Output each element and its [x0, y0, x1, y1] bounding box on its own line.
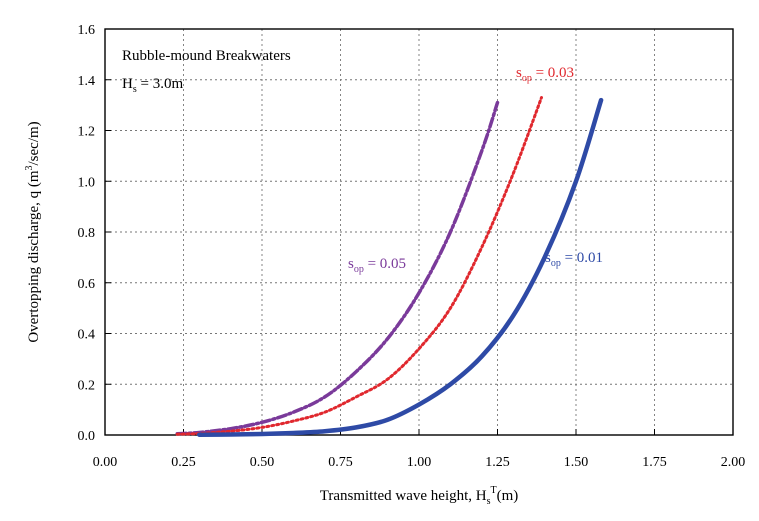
hs-annotation: Hs = 3.0m — [122, 76, 183, 95]
y-axis-label: Overtopping discharge, q (m3/sec/m) — [24, 121, 42, 342]
series-label-2-rest: = 0.01 — [561, 250, 603, 266]
x-tick-label: 0.75 — [328, 455, 353, 470]
x-tick-label: 1.25 — [485, 455, 510, 470]
y-tick-label: 0.0 — [78, 429, 96, 444]
y-tick-label: 1.4 — [78, 74, 96, 89]
y-tick-label: 0.2 — [78, 378, 96, 393]
x-axis-label-rest: (m) — [497, 488, 519, 504]
y-axis-label-main: Overtopping discharge, q (m — [26, 170, 42, 343]
series-label-0-sub: op — [354, 264, 364, 275]
x-axis-label-sup: T — [491, 485, 497, 496]
hs-annotation-rest: = 3.0m — [137, 76, 184, 92]
series-label-1-rest: = 0.03 — [532, 65, 574, 81]
panel-title: Rubble-mound Breakwaters — [122, 48, 291, 64]
series-label-1-main: s — [516, 65, 522, 81]
hs-annotation-main: H — [122, 76, 133, 92]
y-tick-label: 0.4 — [78, 328, 96, 343]
series-line-2 — [196, 97, 604, 437]
series-line-1 — [175, 96, 543, 436]
series-label-1: sop = 0.03 — [516, 65, 574, 84]
series-line-0 — [175, 100, 500, 436]
series-label-2: sop = 0.01 — [545, 250, 603, 269]
y-axis-label-sup: 3 — [24, 165, 35, 170]
series-label-2-sub: op — [551, 258, 561, 269]
x-tick-label: 0.50 — [250, 455, 275, 470]
y-axis-label-rest: /sec/m) — [26, 121, 42, 165]
x-tick-label: 1.75 — [642, 455, 667, 470]
series-label-2-main: s — [545, 250, 551, 266]
y-tick-label: 1.6 — [78, 23, 96, 38]
x-tick-label: 0.25 — [171, 455, 196, 470]
x-tick-label: 1.00 — [407, 455, 432, 470]
x-axis-label-sub: s — [487, 496, 491, 507]
ticks: 0.00 0.25 0.50 0.75 1.00 1.25 1.50 1.75 2.00 0.0 0… — [78, 23, 746, 470]
y-tick-label: 0.6 — [78, 277, 96, 292]
series-label-0-rest: = 0.05 — [364, 256, 406, 272]
x-tick-label: 0.00 — [93, 455, 118, 470]
x-tick-label: 2.00 — [721, 455, 746, 470]
y-tick-label: 1.0 — [78, 175, 96, 190]
x-tick-label: 1.50 — [564, 455, 589, 470]
x-axis-label-main: Transmitted wave height, H — [320, 488, 487, 504]
series-label-1-sub: op — [522, 73, 532, 84]
y-tick-label: 1.2 — [78, 125, 96, 140]
x-axis-label: Transmitted wave height, HsT(m) — [320, 485, 519, 507]
hs-annotation-sub: s — [133, 84, 137, 95]
y-tick-label: 0.8 — [78, 226, 96, 241]
series-label-0: sop = 0.05 — [348, 256, 406, 275]
grid — [105, 29, 733, 435]
series-layer — [175, 96, 604, 437]
series-label-0-main: s — [348, 256, 354, 272]
